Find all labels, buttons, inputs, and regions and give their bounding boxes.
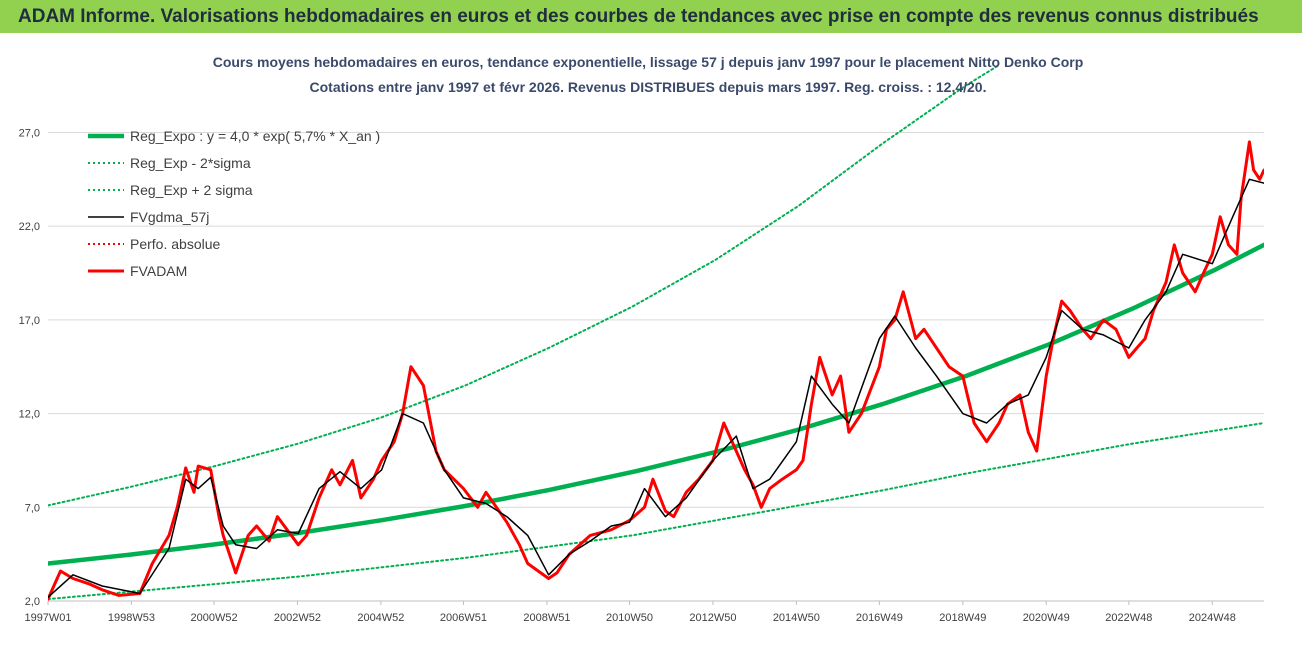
x-tick-label: 2004W52: [357, 612, 404, 624]
report-title-bar: ADAM Informe. Valorisations hebdomadaire…: [0, 0, 1302, 33]
series-line-1: [48, 422, 1264, 601]
y-tick-label: 12,0: [19, 409, 40, 421]
x-tick-label: 2008W51: [523, 612, 570, 624]
legend-label: Reg_Exp + 2 sigma: [130, 182, 253, 198]
x-tick-label: 2024W48: [1189, 612, 1236, 624]
series-line-0: [48, 242, 1264, 566]
legend-label: Reg_Exp - 2*sigma: [130, 155, 251, 171]
x-tick-label: 1998W53: [108, 612, 155, 624]
x-tick-label: 1997W01: [24, 612, 71, 624]
y-tick-label: 27,0: [19, 127, 40, 139]
report-title: ADAM Informe. Valorisations hebdomadaire…: [18, 6, 1259, 27]
x-tick-label: 2012W50: [689, 612, 736, 624]
series-group: [48, 64, 1264, 601]
x-tick-label: 2002W52: [274, 612, 321, 624]
series-line-3: [48, 178, 1264, 599]
legend-label: FVgdma_57j: [130, 209, 209, 225]
series-line-2: [48, 64, 1001, 507]
x-tick-label: 2018W49: [939, 612, 986, 624]
legend-label: FVADAM: [130, 263, 187, 279]
x-tick-label: 2010W50: [606, 612, 653, 624]
x-tick-label: 2022W48: [1105, 612, 1152, 624]
x-tick-label: 2016W49: [856, 612, 903, 624]
y-tick-label: 7,0: [25, 502, 40, 514]
legend-label: Perfo. absolue: [130, 236, 220, 252]
x-tick-label: 2000W52: [190, 612, 237, 624]
chart-title-line1: Cours moyens hebdomadaires en euros, ten…: [213, 54, 1084, 70]
y-tick-label: 17,0: [19, 315, 40, 327]
axes: 2,0 7,0 12,0 17,0 22,0 27,0 1997W01 1998W53 2000…: [19, 127, 1264, 624]
x-tick-label: 2020W49: [1023, 612, 1070, 624]
y-tick-label: 22,0: [19, 221, 40, 233]
y-tick-label: 2,0: [25, 596, 40, 608]
trend-chart: 2,0 7,0 12,0 17,0 22,0 27,0 1997W01 1998W53 2000…: [19, 54, 1264, 624]
legend: Reg_Expo : y = 4,0 * exp( 5,7% * X_an ) R…: [88, 128, 380, 279]
x-tick-label: 2014W50: [773, 612, 820, 624]
x-tick-label: 2006W51: [440, 612, 487, 624]
chart-title-line2: Cotations entre janv 1997 et févr 2026. …: [310, 79, 987, 95]
series-line-5: [48, 140, 1264, 601]
chart-area: 2,0 7,0 12,0 17,0 22,0 27,0 1997W01 1998W53 2000…: [0, 33, 1302, 653]
legend-label: Reg_Expo : y = 4,0 * exp( 5,7% * X_an ): [130, 128, 380, 144]
